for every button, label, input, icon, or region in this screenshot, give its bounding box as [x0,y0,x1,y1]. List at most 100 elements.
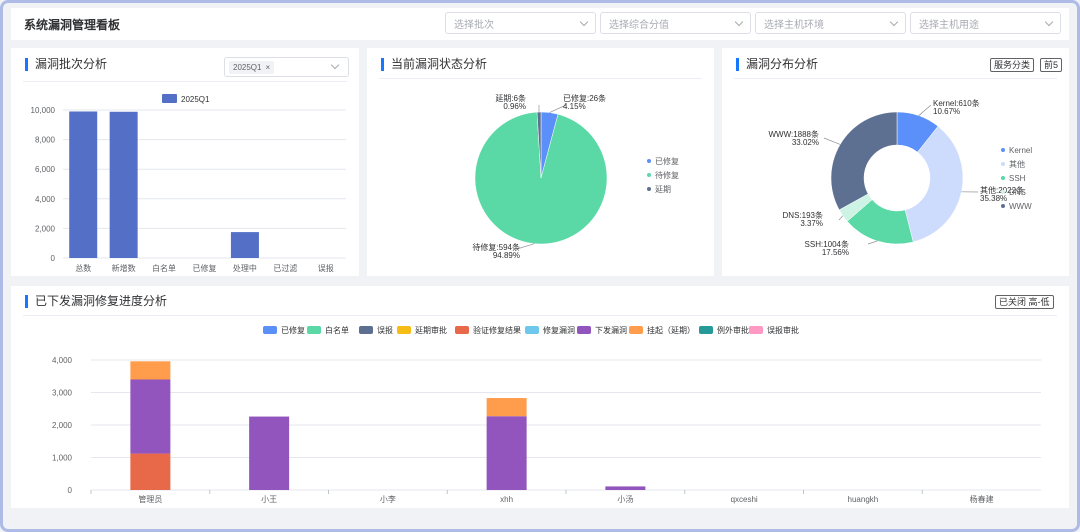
legend-label: 验证修复结果 [473,325,521,335]
slice-pct-label: 17.56% [822,248,849,257]
legend-dot [1001,204,1005,208]
legend-label: WWW [1009,202,1032,211]
slice-count-label: Kernel:610条 [933,98,980,108]
y-tick-label: 3,000 [52,389,73,398]
page-title: 系统漏洞管理看板 [24,17,121,32]
legend-swatch [577,326,591,334]
legend-dot [1001,148,1005,152]
batch-multi-select[interactable]: 2025Q1 × [224,57,349,77]
slice-其他 [904,125,964,243]
legend-label: 修复漏洞 [543,325,575,335]
legend-dot [1001,190,1005,194]
scan-batch-title: 漏洞批次分析 [25,58,107,71]
batch-filter-select[interactable]: 选择批次 [445,12,596,34]
score-filter-select[interactable]: 选择综合分值 [600,12,751,34]
slice-pct-label: 35.38% [980,194,1007,203]
sort-closed-high-low-button[interactable]: 已关闭 高-低 [995,295,1054,309]
usage-filter-select[interactable]: 选择主机用途 [910,12,1061,34]
legend-label: DNS [1009,188,1026,197]
slice-pct-label: 0.96% [503,102,526,111]
progress-title: 已下发漏洞修复进度分析 [25,295,167,308]
slice-pct-label: 33.02% [792,138,819,147]
chevron-down-icon [889,17,899,26]
bar-segment-下发漏洞 [486,416,527,490]
filter-bar: 选择批次 选择综合分值 选择主机环境 选择主机用途 [445,12,1061,34]
y-tick-label: 0 [68,486,73,495]
y-tick-label: 4,000 [35,195,56,204]
divider [379,78,702,79]
y-tick-label: 0 [51,254,56,263]
env-filter-placeholder: 选择主机环境 [764,19,824,31]
progress-panel: 已下发漏洞修复进度分析 已关闭 高-低 4,000 3,000 2,000 1,000… [11,286,1069,508]
legend-label: 2025Q1 [181,95,210,104]
slice-count-label: DNS:193条 [783,210,823,220]
repair-progress-chart: 4,000 3,000 2,000 1,000 0 管理员 小王 小李 xhh 小汤 qxceshi… [52,325,1041,504]
y-tick-label: 2,000 [35,224,56,233]
x-tick-label: 处理中 [233,263,257,273]
x-tick-label: 总数 [75,263,91,273]
y-tick-label: 8,000 [35,136,56,145]
legend-label: 已修复 [281,325,305,335]
legend-swatch [629,326,643,334]
chevron-down-icon [579,17,589,26]
x-tick-label: 已过滤 [273,263,297,273]
leader-line [516,243,535,250]
legend-label: 白名单 [325,325,349,335]
env-filter-select[interactable]: 选择主机环境 [755,12,906,34]
top-five-button[interactable]: 前5 [1040,58,1063,72]
slice-count-label: SSH:1004条 [805,239,849,249]
leader-line [823,137,841,145]
x-tick-label: qxceshi [731,495,758,504]
x-tick-label: 已修复 [193,263,217,273]
slice-count-label: 已修复:26条 [563,93,606,103]
legend-swatch [263,326,277,334]
leader-line [838,215,844,221]
x-tick-label: 小汤 [617,495,633,504]
x-tick-label: 白名单 [152,263,176,273]
x-tick-label: 杨春建 [970,494,994,504]
batch-chip-label: 2025Q1 [233,62,262,72]
legend-label: 延期 [655,184,671,194]
legend-swatch [307,326,321,334]
x-tick-label: xhh [500,495,513,504]
slice-count-label: 待修复:594条 [472,242,520,252]
y-tick-label: 4,000 [52,356,73,365]
legend-label: 挂起（延期） [647,325,695,335]
slice-count-label: 延期:6条 [495,93,526,103]
leader-line [549,104,567,113]
bar-segment-下发漏洞 [130,379,171,454]
scan-batch-panel: 漏洞批次分析 2025Q1 × 10,000 8,000 6,000 4,000 2,00… [11,48,359,276]
x-tick-label: 小王 [261,495,277,504]
slice-pct-label: 4.15% [563,102,586,111]
legend-label: 下发漏洞 [595,325,627,335]
dashboard-header: 系统漏洞管理看板 选择批次 选择综合分值 选择主机环境 选择主机用途 [11,8,1069,40]
leader-line [867,240,878,245]
slice-WWW [830,111,898,211]
status-title: 当前漏洞状态分析 [381,58,487,71]
bar-segment-挂起（延期） [486,398,527,417]
legend-swatch [162,94,177,103]
legend-dot [1001,176,1005,180]
y-tick-label: 6,000 [35,165,56,174]
legend-swatch [525,326,539,334]
slice-pct-label: 3.37% [800,219,823,228]
bar-新增数 [109,111,138,258]
y-tick-label: 1,000 [52,454,73,463]
batch-chip[interactable]: 2025Q1 × [229,60,275,74]
legend-dot [1001,162,1005,166]
legend-label: 例外审批 [717,325,749,335]
leader-line [918,104,932,116]
slice-pct-label: 10.67% [933,107,960,116]
slice-pct-label: 94.89% [493,251,520,260]
bar-segment-挂起（延期） [130,361,171,380]
service-category-button[interactable]: 服务分类 [990,58,1035,72]
y-tick-label: 2,000 [52,421,73,430]
scan-batch-chart: 10,000 8,000 6,000 4,000 2,000 0 总数 新增数 白名单 已修复 处理… [31,94,346,273]
close-icon[interactable]: × [265,62,271,72]
legend-label: Kernel [1009,146,1032,155]
distribution-title: 漏洞分布分析 [736,58,818,71]
x-tick-label: 新增数 [112,263,136,273]
bar-总数 [69,111,98,258]
legend-swatch [455,326,469,334]
